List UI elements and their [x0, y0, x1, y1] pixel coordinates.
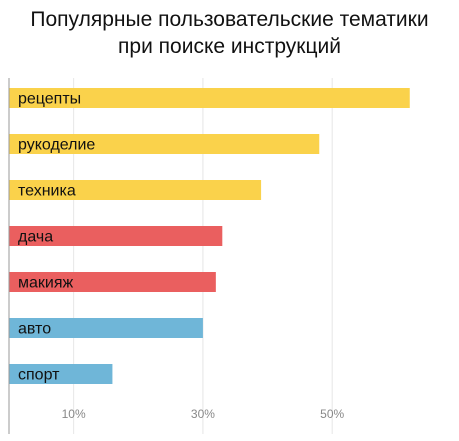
bar: [9, 88, 410, 108]
x-tick-label: 50%: [320, 407, 344, 421]
bar-category-label: авто: [18, 321, 51, 338]
chart-title-line-1: Популярные пользовательские тематики: [30, 8, 429, 31]
bar: [9, 364, 113, 384]
bar: [9, 134, 320, 154]
x-tick-label: 30%: [191, 407, 215, 421]
bar: [9, 272, 216, 292]
bar: [9, 226, 223, 246]
bars: [9, 88, 410, 384]
x-axis-ticks: 10% 30% 50%: [62, 407, 345, 421]
bar: [9, 318, 203, 338]
bar-category-label: дача: [18, 229, 53, 246]
bar-category-label: рукоделие: [18, 137, 95, 154]
chart-title: Популярные пользовательские тематики при…: [0, 6, 459, 60]
bar-category-label: макияж: [18, 275, 74, 292]
bar-labels: рецепты рукоделие техника дача макияж авто спо…: [18, 91, 95, 384]
chart-title-line-2: при поиске инструкций: [118, 35, 341, 58]
x-tick-label: 10%: [62, 407, 86, 421]
bar: [9, 180, 262, 200]
bar-category-label: спорт: [18, 367, 60, 384]
bar-category-label: рецепты: [18, 91, 81, 108]
bar-category-label: техника: [18, 183, 76, 200]
